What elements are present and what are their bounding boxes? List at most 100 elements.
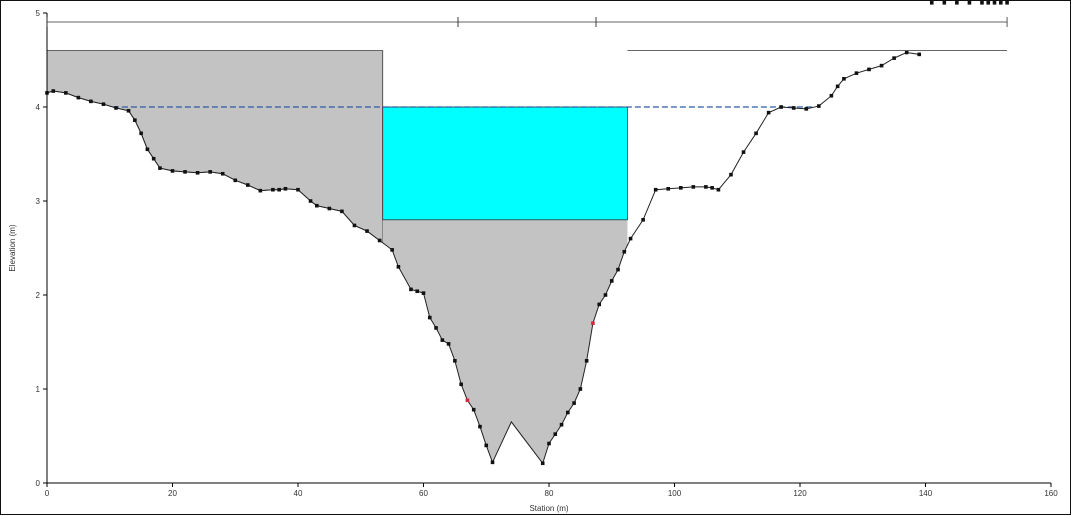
profile-point-8 bbox=[133, 118, 137, 122]
profile-point-34 bbox=[409, 287, 413, 292]
profile-point-27 bbox=[327, 206, 332, 211]
profile-point-11 bbox=[151, 156, 156, 161]
profile-point-18 bbox=[233, 178, 238, 183]
profile-point-68 bbox=[691, 185, 696, 189]
points-layer bbox=[45, 1, 1009, 466]
profile-point-81 bbox=[835, 84, 840, 89]
profile-point-88 bbox=[917, 52, 922, 57]
profile-point-53 bbox=[566, 410, 570, 415]
y-axis-label: Elevation (m) bbox=[8, 224, 17, 271]
profile-point-87 bbox=[904, 50, 909, 55]
profile-point-73 bbox=[741, 150, 746, 154]
profile-point-47 bbox=[490, 460, 495, 465]
profile-point-51 bbox=[553, 432, 558, 436]
x-tick-label-7: 140 bbox=[919, 489, 933, 498]
profile-point-41 bbox=[453, 359, 457, 363]
profile-point-77 bbox=[791, 106, 796, 110]
profile-point-64 bbox=[641, 218, 645, 222]
x-tick-label-6: 120 bbox=[793, 489, 807, 498]
axes-layer: 0 20 40 60 80 100 120 140 160 0 1 2 3 4 5 bbox=[36, 9, 1059, 498]
profile-point-21 bbox=[271, 187, 275, 192]
profile-point-9 bbox=[139, 131, 143, 136]
profile-point-54 bbox=[572, 401, 576, 405]
profile-point-97 bbox=[1005, 1, 1009, 5]
embankment-fill-0 bbox=[46, 50, 384, 244]
profile-point-33 bbox=[396, 265, 401, 269]
profile-point-86 bbox=[892, 56, 896, 60]
profile-point-61 bbox=[616, 267, 620, 272]
profile-point-40 bbox=[446, 342, 451, 346]
profile-point-31 bbox=[377, 238, 382, 243]
profile-point-89 bbox=[929, 1, 934, 5]
x-tick-label-2: 40 bbox=[294, 489, 303, 498]
profile-point-30 bbox=[365, 229, 369, 233]
profile-point-23 bbox=[283, 186, 288, 191]
profile-point-92 bbox=[967, 1, 972, 5]
x-tick-label-4: 80 bbox=[545, 489, 554, 498]
profile-point-1 bbox=[51, 89, 56, 93]
y-tick-label-5: 5 bbox=[36, 9, 41, 18]
profile-point-62 bbox=[622, 249, 627, 254]
y-tick-label-3: 3 bbox=[36, 197, 41, 206]
profile-point-3 bbox=[76, 95, 81, 100]
y-tick-label-0: 0 bbox=[36, 479, 41, 488]
profile-point-17 bbox=[220, 171, 225, 176]
culvert-opening bbox=[382, 106, 628, 221]
profile-point-28 bbox=[340, 209, 344, 214]
profile-point-32 bbox=[390, 248, 394, 252]
profile-point-70 bbox=[710, 186, 714, 190]
profile-point-10 bbox=[145, 147, 150, 152]
profile-point-2 bbox=[64, 91, 68, 95]
profile-point-39 bbox=[440, 338, 445, 342]
profile-point-57 bbox=[591, 321, 595, 325]
profile-point-15 bbox=[195, 171, 200, 175]
profile-point-29 bbox=[352, 223, 357, 228]
channel-fill bbox=[382, 219, 628, 464]
profile-point-76 bbox=[779, 105, 783, 109]
profile-point-43 bbox=[465, 398, 470, 403]
profile-point-44 bbox=[471, 407, 476, 412]
profile-point-75 bbox=[766, 110, 771, 115]
profile-point-79 bbox=[817, 104, 821, 108]
water-layer bbox=[112, 106, 815, 221]
profile-point-80 bbox=[829, 93, 834, 98]
profile-point-55 bbox=[578, 387, 583, 391]
profile-point-71 bbox=[716, 187, 721, 192]
profile-point-84 bbox=[867, 67, 871, 72]
profile-point-67 bbox=[678, 186, 683, 190]
profile-point-7 bbox=[126, 108, 131, 113]
x-tick-label-8: 160 bbox=[1044, 489, 1058, 498]
profile-point-65 bbox=[653, 187, 658, 192]
profile-point-22 bbox=[277, 187, 281, 192]
x-tick-label-3: 60 bbox=[419, 489, 428, 498]
profile-point-56 bbox=[584, 359, 589, 363]
profile-point-72 bbox=[729, 172, 733, 177]
profile-point-83 bbox=[854, 71, 859, 75]
profile-point-78 bbox=[804, 107, 809, 111]
profile-point-46 bbox=[484, 443, 489, 448]
profile-point-58 bbox=[597, 302, 601, 307]
profile-point-12 bbox=[158, 166, 162, 170]
profile-point-5 bbox=[101, 102, 106, 106]
profile-point-50 bbox=[547, 441, 551, 446]
profile-point-49 bbox=[540, 461, 545, 466]
profile-point-96 bbox=[999, 1, 1003, 5]
x-tick-label-0: 0 bbox=[45, 489, 50, 498]
profile-point-90 bbox=[942, 1, 947, 5]
profile-point-19 bbox=[246, 183, 250, 187]
profile-point-52 bbox=[559, 422, 564, 427]
profile-point-37 bbox=[427, 315, 432, 320]
profile-point-4 bbox=[89, 99, 93, 104]
profile-point-36 bbox=[421, 291, 426, 295]
profile-point-26 bbox=[315, 203, 319, 208]
profile-point-45 bbox=[478, 424, 482, 429]
profile-point-6 bbox=[114, 106, 118, 110]
profile-point-25 bbox=[308, 199, 313, 203]
profile-point-42 bbox=[459, 382, 463, 387]
x-tick-label-1: 20 bbox=[168, 489, 177, 498]
profile-point-60 bbox=[609, 279, 614, 283]
x-tick-label-5: 100 bbox=[668, 489, 682, 498]
profile-point-16 bbox=[208, 170, 212, 174]
